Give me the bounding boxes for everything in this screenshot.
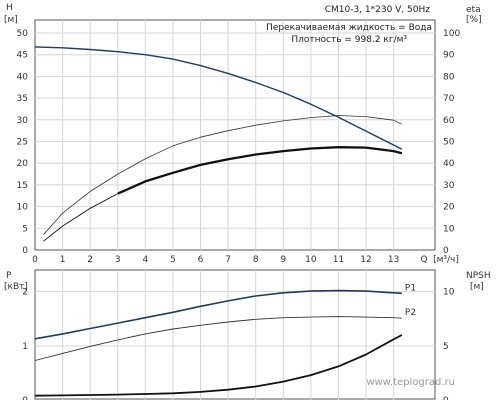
x-axis-label: Q xyxy=(420,255,427,265)
watermark: www.teplograd.ru xyxy=(366,377,455,388)
x-tick-label: 7 xyxy=(225,255,231,265)
series-label: P1 xyxy=(405,283,416,293)
series-pump-curve-thin-start xyxy=(43,193,119,242)
left-tick-label: 20 xyxy=(17,159,29,169)
bottom-plot: 0 1 2 0 5 10 P[кВт] NPSH[м] P1 P2 xyxy=(4,269,491,400)
series-label: P2 xyxy=(405,308,416,318)
x-tick-label: 5 xyxy=(170,255,176,265)
right-tick-label: 10 xyxy=(443,224,455,234)
right-tick-label: 10 xyxy=(443,288,455,298)
x-axis-unit: [м³/ч] xyxy=(433,255,459,265)
x-tick-label: 0 xyxy=(32,255,38,265)
x-tick-label: 6 xyxy=(198,255,204,265)
left-tick-label: 0 xyxy=(22,246,28,256)
series-pump-curve xyxy=(34,46,403,150)
left-tick-label: 40 xyxy=(17,72,29,82)
series-npsh xyxy=(34,334,403,397)
right-tick-label: 80 xyxy=(443,72,455,82)
right-tick-label: 5 xyxy=(443,342,449,352)
right-tick-label: 60 xyxy=(443,116,455,126)
right-tick-label: 100 xyxy=(443,29,460,39)
right-tick-label: 0 xyxy=(443,396,449,400)
liquid-label: Перекачиваемая жидкость = Вода xyxy=(266,23,432,33)
series-P1 xyxy=(34,289,402,340)
series-pump-curve-thick xyxy=(117,146,403,195)
left-tick-label: 45 xyxy=(17,51,28,61)
x-tick-label: 4 xyxy=(142,255,148,265)
density-label: Плотность = 998.2 кг/м³ xyxy=(291,35,407,45)
model-label: CM10-3, 1*230 V, 50Hz xyxy=(325,5,431,15)
right-tick-label: 20 xyxy=(443,203,455,213)
left-tick-label: 25 xyxy=(17,138,28,148)
x-tick-label: 10 xyxy=(305,255,317,265)
x-tick-label: 11 xyxy=(333,255,344,265)
series-P2 xyxy=(34,316,402,361)
right-tick-label: 90 xyxy=(443,51,455,61)
left-tick-label: 1 xyxy=(22,342,28,352)
x-tick-label: 8 xyxy=(253,255,259,265)
right-tick-label: 70 xyxy=(443,94,455,104)
left-tick-label: 15 xyxy=(17,181,28,191)
left-axis-unit: [кВт] xyxy=(4,282,28,292)
right-tick-label: 30 xyxy=(443,181,455,191)
top-plot: 0 1 2 3 4 5 6 7 8 9 10 11 12 130510152025303540455001… xyxy=(4,3,482,265)
right-tick-label: 50 xyxy=(443,138,455,148)
series-efficiency xyxy=(43,115,403,236)
x-tick-label: 9 xyxy=(280,255,286,265)
x-tick-label: 12 xyxy=(360,255,371,265)
left-axis-label: H xyxy=(6,3,13,13)
left-tick-label: 2 xyxy=(22,288,28,298)
right-axis-unit: [м] xyxy=(470,282,484,292)
x-tick-label: 3 xyxy=(115,255,121,265)
right-axis-unit: [%] xyxy=(466,15,482,25)
left-axis-unit: [м] xyxy=(4,15,18,25)
right-tick-label: 0 xyxy=(443,246,449,256)
left-tick-label: 35 xyxy=(17,94,28,104)
left-axis-label: P xyxy=(6,271,12,281)
left-tick-label: 5 xyxy=(22,224,28,234)
right-axis-label: NPSH xyxy=(466,271,491,281)
top-plot-frame xyxy=(34,19,436,251)
x-tick-label: 2 xyxy=(87,255,93,265)
right-tick-label: 40 xyxy=(443,159,455,169)
x-tick-label: 1 xyxy=(60,255,66,265)
x-tick-label: 13 xyxy=(388,255,399,265)
left-tick-label: 0 xyxy=(22,396,28,400)
left-tick-label: 50 xyxy=(17,29,29,39)
right-axis-label: eta xyxy=(466,5,481,15)
left-tick-label: 30 xyxy=(17,116,29,126)
left-tick-label: 10 xyxy=(17,203,29,213)
